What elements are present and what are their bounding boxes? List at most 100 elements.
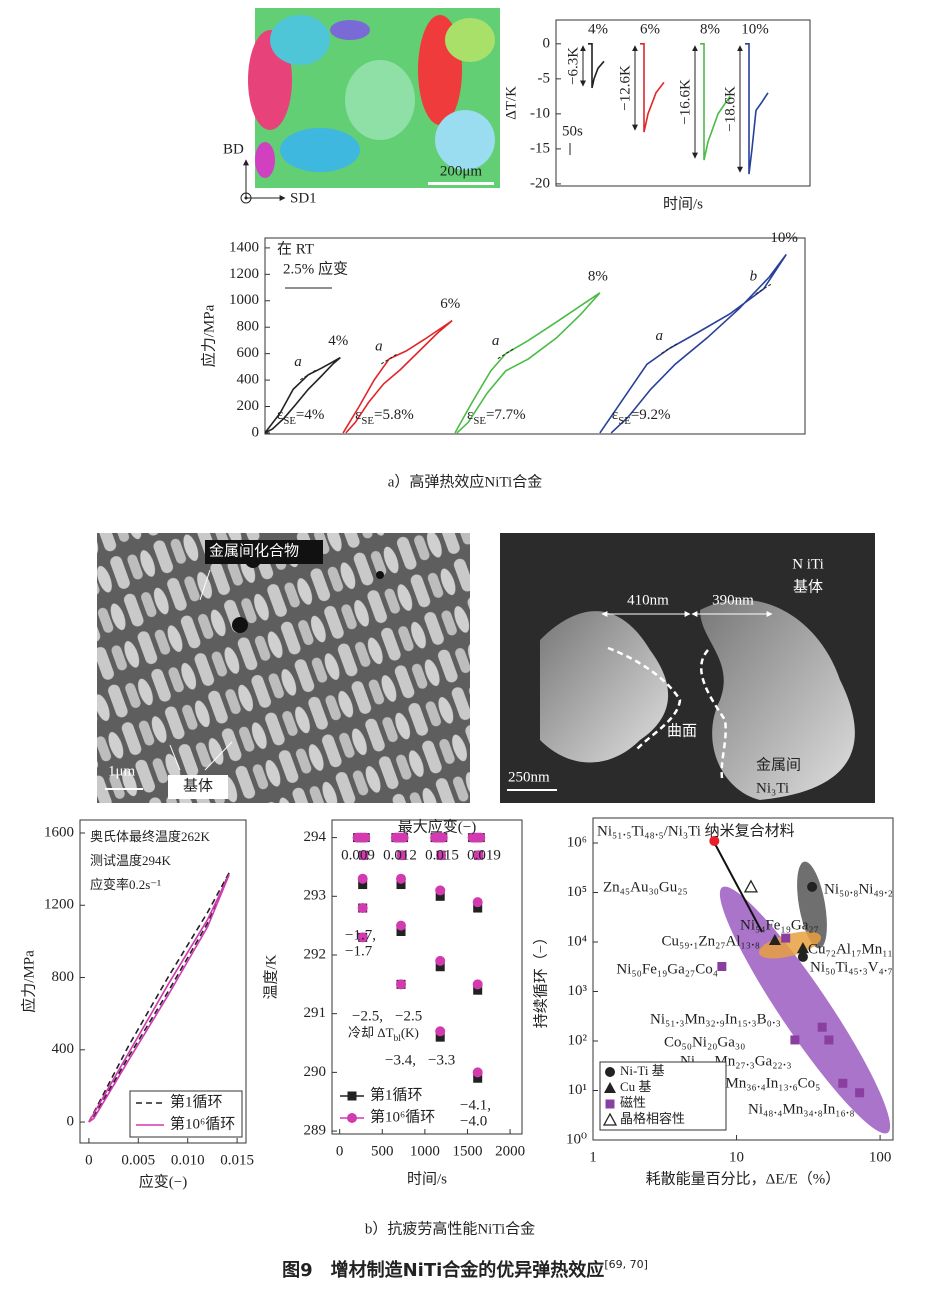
point bbox=[396, 850, 407, 861]
legend-label: 第1循环 bbox=[370, 1085, 423, 1103]
se-label: εSE=7.7% bbox=[467, 407, 526, 427]
se-label-part: SE bbox=[283, 415, 296, 427]
point bbox=[437, 832, 448, 843]
point bbox=[473, 850, 484, 861]
annotation: 应变率0.2s⁻¹ bbox=[90, 877, 161, 892]
series-line bbox=[599, 254, 787, 434]
y-tick-label: -5 bbox=[538, 70, 551, 86]
point bbox=[768, 933, 781, 945]
legend-marker bbox=[604, 1082, 616, 1093]
tangent bbox=[755, 283, 772, 295]
point bbox=[436, 850, 447, 861]
x-axis-label: 耗散能量百分比，ΔE/E（%） bbox=[646, 1170, 841, 1187]
annotation: 在 RT bbox=[277, 240, 314, 257]
plot-frame bbox=[592, 817, 894, 1141]
point bbox=[473, 903, 483, 913]
series-line bbox=[454, 292, 601, 434]
legend-label: Cu 基 bbox=[620, 1079, 651, 1094]
y-tick-label: -20 bbox=[530, 175, 550, 191]
legend-label: 第10⁶循环 bbox=[370, 1107, 435, 1125]
cooling-label: −3.3 bbox=[428, 1052, 455, 1068]
se-label-part: SE bbox=[618, 415, 631, 427]
point bbox=[357, 903, 368, 914]
drop-label: −16.6K bbox=[677, 79, 693, 125]
point bbox=[396, 880, 406, 890]
x-tick-label: 0 bbox=[336, 1143, 344, 1159]
scale-bar-label: 1μm bbox=[108, 763, 136, 779]
series-line bbox=[342, 319, 453, 434]
strain-label: 0.015 bbox=[425, 847, 459, 863]
annotation: 最大应变(−) bbox=[398, 817, 476, 835]
point-label: Co₅₀Ni₂₀Ga₃₀ bbox=[664, 1034, 745, 1050]
point-label: Ni₅₁.₃Mn₃₂.₉In₁₅.₃B₀.₃ bbox=[650, 1011, 781, 1027]
x-tick-label: 1000 bbox=[410, 1143, 440, 1159]
cooling-label: −2.5, bbox=[352, 1008, 383, 1024]
tem-label: 曲面 bbox=[667, 722, 697, 739]
y-tick-label: 1200 bbox=[44, 897, 74, 913]
series-name: 6% bbox=[440, 296, 460, 312]
x-axis-label: 时间/s bbox=[407, 1170, 447, 1187]
y-tick-label: 1200 bbox=[229, 266, 259, 282]
legend-box bbox=[129, 1090, 243, 1138]
point-label: Cu₇₂Al₁₇Mn₁₁ bbox=[808, 941, 893, 957]
point-label: Ni₅₀Fe₁₉Ga₂₇Co₄ bbox=[616, 961, 718, 977]
cooling-title-part: 冷却 ΔT bbox=[348, 1025, 394, 1040]
y-tick-label: 10⁶ bbox=[567, 834, 587, 850]
point-label: a bbox=[656, 328, 664, 344]
tem-label: 基体 bbox=[793, 578, 823, 595]
scale-bar-label: 250nm bbox=[508, 769, 550, 785]
drop-label: −6.3K bbox=[565, 47, 581, 85]
point bbox=[358, 880, 368, 890]
caption: b）抗疲劳高性能NiTi合金 bbox=[365, 1220, 535, 1237]
point-label: b bbox=[750, 268, 758, 284]
axis-bd: BD bbox=[223, 141, 244, 157]
point bbox=[472, 979, 483, 990]
tem-label: Ni₃Ti bbox=[756, 780, 789, 796]
legend-label: 晶格相容性 bbox=[620, 1111, 685, 1126]
strain-label: 0.009 bbox=[341, 847, 375, 863]
point bbox=[472, 1067, 483, 1078]
se-label-part: =9.2% bbox=[631, 407, 671, 423]
ebsd-map bbox=[248, 8, 500, 188]
plot-frame bbox=[79, 819, 247, 1144]
legend-marker bbox=[605, 1099, 615, 1109]
x-tick-label: 1 bbox=[589, 1149, 597, 1165]
point-label: Ni₄₅Mn₃₆.₄In₁₃.₆Co₅ bbox=[700, 1075, 820, 1091]
series-line bbox=[88, 874, 230, 1123]
point bbox=[396, 920, 407, 931]
sem-image bbox=[97, 533, 470, 803]
y-axis-label: 持续循环（−） bbox=[532, 930, 549, 1028]
point bbox=[358, 850, 369, 861]
point bbox=[807, 881, 818, 892]
point bbox=[435, 885, 446, 896]
y-axis-label: 温度/K bbox=[262, 954, 279, 999]
point bbox=[796, 942, 809, 954]
series-name: 4% bbox=[328, 333, 348, 349]
drop-label: −18.6K bbox=[722, 86, 738, 132]
cooling-title: 冷却 ΔTbl(K) bbox=[348, 1025, 419, 1044]
point-label: Zn₄₅Au₃₀Gu₂₅ bbox=[603, 879, 688, 895]
legend-marker bbox=[347, 1113, 357, 1123]
y-tick-label: 800 bbox=[237, 319, 260, 335]
point bbox=[396, 979, 407, 990]
y-axis-label: ΔT/K bbox=[503, 86, 519, 120]
y-axis-label: 应力/MPa bbox=[19, 950, 37, 1013]
y-tick-label: 400 bbox=[52, 1041, 75, 1057]
legend-label: 磁性 bbox=[620, 1095, 646, 1110]
y-tick-label: -15 bbox=[530, 140, 550, 156]
strain-label: 0.019 bbox=[467, 847, 501, 863]
legend-label: Ni-Ti 基 bbox=[620, 1063, 665, 1078]
tem-label: 410nm bbox=[627, 592, 669, 608]
point bbox=[781, 933, 791, 943]
tem-label: 金属间 bbox=[756, 756, 801, 773]
cooling-title-part: bl bbox=[394, 1034, 402, 1044]
y-tick-label: 293 bbox=[304, 888, 327, 904]
point-label: a bbox=[375, 338, 383, 354]
tangent bbox=[497, 348, 515, 360]
tangent bbox=[661, 342, 678, 354]
y-tick-label: 10⁴ bbox=[567, 933, 587, 949]
y-tick-label: 294 bbox=[304, 829, 327, 845]
se-label-part: =7.7% bbox=[486, 407, 526, 423]
point bbox=[790, 1035, 800, 1045]
x-tick-label: 10 bbox=[729, 1149, 744, 1165]
